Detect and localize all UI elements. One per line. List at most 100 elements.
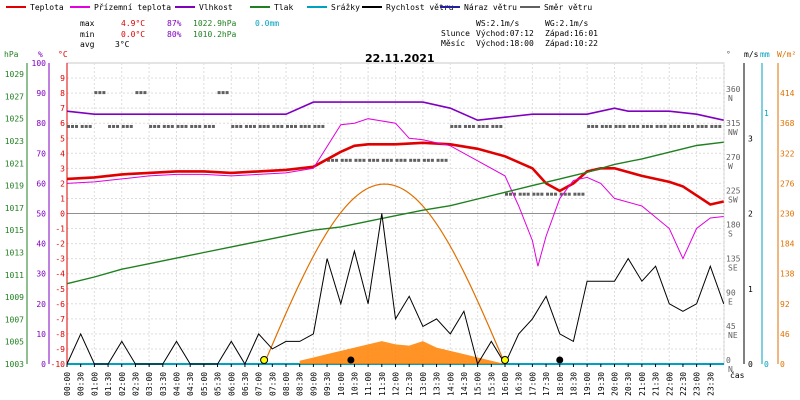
hpa-tick-label: 1005 [5, 338, 24, 347]
x-tick-label: 02:00 [118, 372, 127, 396]
sun-moon-markers [260, 356, 564, 364]
series-line-p-zemn-teplota [66, 118, 724, 267]
hpa-tick-label: 1021 [5, 159, 24, 168]
stats-max-rain: 0.0mm [255, 19, 279, 28]
wind-direction-dot [718, 124, 722, 128]
wind-direction-dot [677, 124, 681, 128]
wind-direction-dot [704, 124, 708, 128]
wind-direction-dot [690, 124, 694, 128]
pct-tick-label: 30 [36, 270, 46, 279]
hpa-tick-label: 1007 [5, 315, 24, 324]
axis-units: hPa % °C ° m/s mm W/m² čas [4, 50, 796, 380]
wind-direction-dot [485, 124, 489, 128]
wind-direction-dot [550, 192, 554, 196]
stats-max-label: max [80, 19, 95, 28]
pct-tick-label: 40 [36, 240, 46, 249]
dir-tick-label: 225 [726, 187, 741, 196]
wind-direction-dot [211, 124, 215, 128]
wind-direction-dot [331, 158, 335, 162]
hpa-tick-label: 1011 [5, 271, 24, 280]
hpa-tick-label: 1025 [5, 115, 24, 124]
sun-label: Slunce [441, 29, 470, 38]
wind-direction-dot [307, 124, 311, 128]
wind-direction-dot [505, 192, 508, 196]
pct-tick-label: 90 [36, 89, 46, 98]
solar-radiation [263, 183, 506, 365]
hpa-tick-label: 1017 [5, 204, 24, 213]
legend-label: Směr větru [544, 3, 592, 12]
dir-tick-label: 0 [726, 356, 731, 365]
wind-direction-dot [335, 158, 339, 162]
wind-direction-dot [108, 124, 112, 128]
x-tick-label: 15:00 [474, 372, 483, 396]
x-tick-label: 17:00 [528, 372, 537, 396]
wind-direction-dot [258, 124, 262, 128]
wind-direction-dot [129, 124, 133, 128]
x-tick-label: 17:30 [542, 372, 551, 396]
hpa-tick-label: 1013 [5, 249, 24, 258]
wind-direction-dot [540, 192, 544, 196]
wind-direction-dot [266, 124, 270, 128]
x-tick-label: 18:00 [556, 372, 565, 396]
wind-direction-dot [577, 192, 581, 196]
x-tick-label: 05:30 [214, 372, 223, 396]
temp-tick-label: -2 [55, 240, 65, 249]
dir-compass-label: N [728, 365, 733, 374]
wind-direction-dot [477, 124, 481, 128]
moonset-marker [347, 356, 355, 364]
sunset-time: Západ:16:01 [545, 29, 598, 38]
wind-direction-dot [509, 192, 512, 196]
wind-direction-dot [203, 124, 207, 128]
x-tick-label: 06:30 [241, 372, 250, 396]
x-tick-label: 08:30 [296, 372, 305, 396]
legend-label: Srážky [331, 3, 360, 12]
mm-tick-label: 1 [764, 109, 769, 118]
legend-label: Přízemní teplota [94, 3, 171, 12]
unit-ms: m/s [744, 50, 759, 59]
temp-tick-label: -7 [55, 315, 65, 324]
wind-direction-dot [143, 91, 147, 95]
wind-direction-dot [190, 124, 194, 128]
x-tick-label: 04:00 [173, 372, 182, 396]
legend-label: Rychlost větru [386, 3, 454, 12]
wind-direction-dot [225, 91, 229, 95]
moon-label: Měsíc [441, 39, 465, 48]
stats-min-temp: 0.0°C [121, 30, 145, 39]
wind-direction-dot [600, 124, 604, 128]
hpa-tick-label: 1019 [5, 182, 24, 191]
x-axis: 00:00 00:30 01:00 01:30 02:00 02:30 03:00 03:30… [63, 364, 715, 396]
wm2-tick-label: 368 [780, 119, 795, 128]
wind-direction-dot [518, 192, 522, 196]
x-tick-label: 01:30 [104, 372, 113, 396]
wm2-tick-label: 184 [780, 240, 795, 249]
wind-direction-dot [430, 158, 434, 162]
x-tick-label: 09:30 [323, 372, 332, 396]
temp-tick-label: -4 [55, 270, 65, 279]
wind-direction-dot [669, 124, 673, 128]
wind-direction-dot [98, 91, 102, 95]
wind-direction-dot [454, 124, 458, 128]
x-tick-label: 18:30 [569, 372, 578, 396]
mm-tick-label: 0 [764, 360, 769, 369]
x-tick-label: 03:30 [159, 372, 168, 396]
x-tick-label: 13:00 [419, 372, 428, 396]
legend-label: Teplota [30, 3, 64, 12]
unit-cas: čas [730, 370, 745, 380]
wind-direction-dot [376, 158, 380, 162]
wind-direction-dot [198, 124, 202, 128]
wind-direction-dot [294, 124, 297, 128]
moonrise-marker [556, 356, 564, 364]
wind-direction-dot [239, 124, 243, 128]
dir-tick-label: 90 [726, 288, 736, 297]
hpa-tick-label: 1023 [5, 137, 24, 146]
dir-tick-label: 270 [726, 153, 741, 162]
wind-direction-dot [303, 124, 307, 128]
wind-direction-dot [221, 91, 225, 95]
stats-min-press: 1010.2hPa [193, 30, 237, 39]
wind-direction-dot [649, 124, 653, 128]
wind-direction-dot [463, 124, 467, 128]
stats-min-hum: 80% [167, 30, 182, 39]
wm2-tick-label: 0 [780, 360, 785, 369]
x-tick-label: 08:00 [282, 372, 291, 396]
